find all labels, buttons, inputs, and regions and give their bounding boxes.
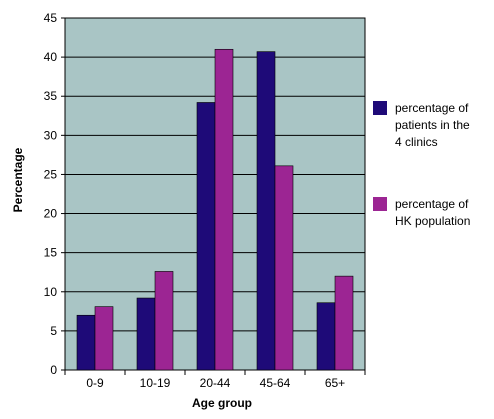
y-tick-label: 5	[50, 324, 57, 338]
x-tick-label: 10-19	[140, 376, 171, 390]
x-tick-labels: 0-9 10-19 20-44 45-64 65+	[64, 370, 366, 390]
legend-swatch-series-1	[373, 101, 387, 115]
bar-series-2-20-44	[214, 48, 234, 371]
bar-series-2-65+	[334, 275, 354, 371]
legend: percentage of patients in the 4 clinics per…	[373, 101, 470, 228]
y-tick-label: 10	[44, 285, 58, 299]
legend-label-series-1: patients in the	[395, 118, 470, 132]
legend-label-series-1: percentage of	[395, 101, 469, 115]
y-tick-label: 40	[44, 50, 58, 64]
y-tick-label: 20	[44, 207, 58, 221]
bar-series-1-65+	[316, 302, 336, 371]
x-tick-label: 20-44	[200, 376, 231, 390]
x-tick-label: 0-9	[86, 376, 104, 390]
bar-series-1-10-19	[136, 297, 156, 371]
bars	[76, 48, 354, 371]
bar-series-1-20-44	[196, 102, 216, 371]
y-tick-label: 0	[50, 363, 57, 377]
bar-series-1-45-64	[256, 51, 276, 371]
bar-series-2-10-19	[154, 271, 174, 371]
legend-label-series-2: percentage of	[395, 197, 469, 211]
legend-label-series-1: 4 clinics	[395, 135, 438, 149]
y-tick-label: 45	[44, 11, 58, 25]
y-tick-label: 15	[44, 246, 58, 260]
y-tick-label: 30	[44, 128, 58, 142]
y-tick-label: 35	[44, 89, 58, 103]
y-axis-title: Percentage	[11, 147, 25, 212]
y-tick-label: 25	[44, 167, 58, 181]
bar-series-2-0-9	[94, 306, 114, 371]
bar-series-1-0-9	[76, 314, 96, 371]
legend-label-series-2: HK population	[395, 214, 470, 228]
legend-swatch-series-2	[373, 197, 387, 211]
x-tick-label: 65+	[325, 376, 345, 390]
x-tick-label: 45-64	[260, 376, 291, 390]
y-tick-labels: 0 5 10 15 20 25 30 35 40 45	[44, 11, 65, 377]
bar-series-2-45-64	[274, 165, 294, 371]
x-axis-title: Age group	[192, 396, 252, 410]
